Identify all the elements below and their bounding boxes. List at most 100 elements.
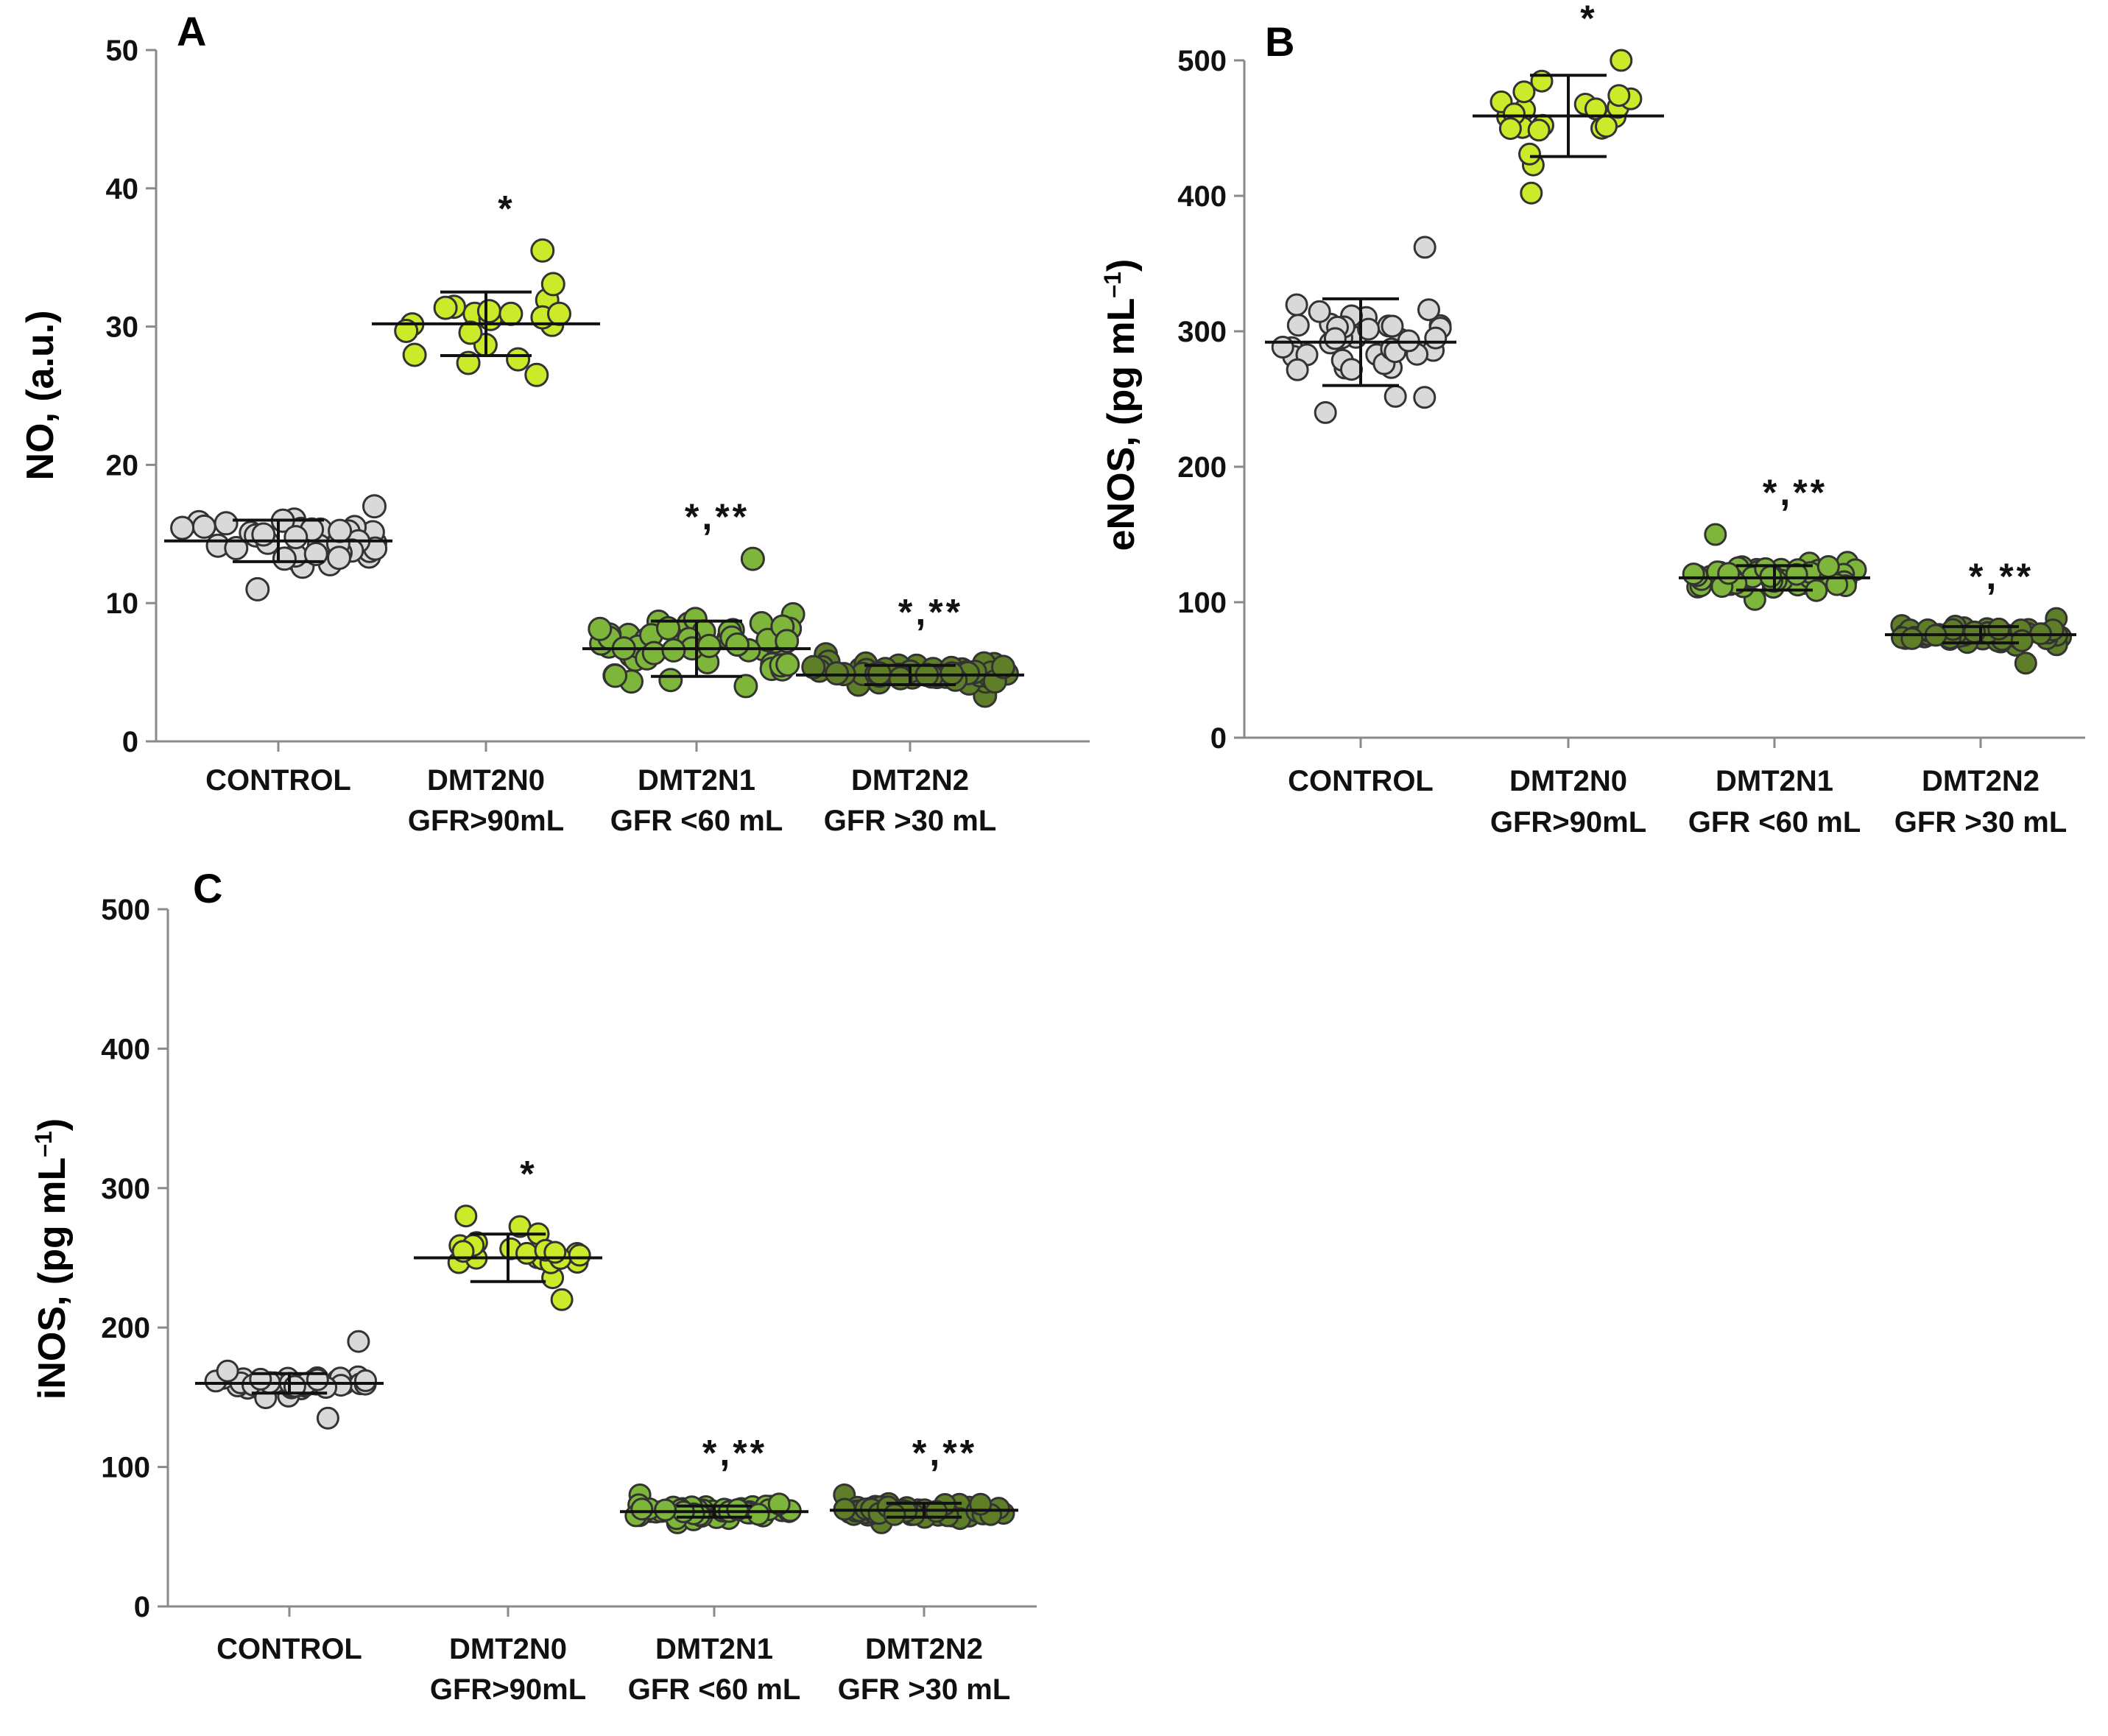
series-dmt2n1: *,** (620, 1432, 808, 1534)
data-point (1285, 293, 1308, 317)
x-category-label: CONTROL (1288, 765, 1434, 797)
data-point (543, 1241, 567, 1264)
data-point (1987, 617, 2011, 641)
data-point (347, 1330, 370, 1353)
data-point (1527, 119, 1551, 142)
x-category-label: DMT2N0 (1509, 765, 1627, 797)
y-tick-label: 100 (1177, 587, 1227, 619)
data-point (328, 518, 353, 543)
significance-label: * (520, 1154, 537, 1195)
x-category-label: DMT2N1 (655, 1633, 773, 1665)
y-tick-label: 500 (1177, 45, 1227, 77)
data-point (1825, 573, 1849, 596)
data-point (1595, 115, 1618, 138)
x-category-label: GFR <60 mL (628, 1673, 801, 1706)
significance-label: *,** (1763, 472, 1827, 513)
data-point (1381, 314, 1404, 338)
data-point (354, 1369, 377, 1392)
data-point (740, 546, 765, 571)
data-point (245, 576, 270, 601)
data-point (1323, 327, 1347, 350)
x-category-label: GFR >30 mL (1894, 806, 2068, 839)
series-control (1265, 236, 1456, 424)
data-point (1785, 562, 1808, 586)
series-dmt2n0: * (414, 1154, 602, 1311)
series-dmt2n1: *,** (582, 496, 811, 699)
data-point (394, 319, 419, 343)
data-point (272, 546, 297, 571)
x-category-label: GFR >30 mL (824, 805, 997, 837)
y-tick-label: 300 (1177, 316, 1227, 348)
y-axis-label: eNOS, (pg mL–1) (1099, 259, 1143, 551)
data-point (733, 674, 758, 699)
significance-label: * (498, 188, 515, 229)
x-category-label: GFR>90mL (1490, 806, 1646, 839)
series-dmt2n2: *,** (1885, 556, 2076, 675)
data-point (433, 295, 458, 320)
data-point (402, 342, 427, 367)
x-category-label: DMT2N2 (865, 1633, 983, 1665)
significance-label: *,** (685, 496, 750, 537)
significance-label: *,** (912, 1432, 977, 1473)
panel-a: 0 10 20 30 40 50 CONTROL DMT2N0 GFR>90mL DMT2N1 GF… (19, 8, 1090, 837)
data-point (316, 1406, 339, 1430)
y-tick-label: 100 (101, 1452, 150, 1484)
series-dmt2n1: *,** (1679, 472, 1870, 611)
data-point (327, 546, 351, 571)
data-point (1717, 562, 1741, 585)
data-point (767, 1492, 791, 1516)
x-category-label: GFR>90mL (408, 805, 564, 837)
data-point (726, 1497, 750, 1521)
data-point (1286, 314, 1310, 337)
data-point (1417, 298, 1440, 322)
data-point (498, 301, 524, 326)
x-category-label: GFR <60 mL (610, 805, 783, 837)
significance-label: *,** (898, 592, 963, 633)
x-category-label: CONTROL (205, 764, 351, 797)
data-point (1520, 181, 1543, 205)
data-point (1286, 358, 1309, 381)
data-point (1682, 562, 1705, 586)
data-point (747, 1503, 770, 1526)
data-point (775, 629, 800, 654)
data-point (524, 362, 549, 387)
data-point (1357, 317, 1381, 341)
data-point (991, 654, 1015, 680)
data-point (661, 638, 686, 663)
data-point (216, 1359, 239, 1383)
data-point (1816, 555, 1840, 578)
x-category-label: DMT2N0 (427, 764, 545, 797)
y-tick-label: 40 (106, 173, 139, 205)
significance-label: * (1580, 0, 1597, 39)
data-point (476, 299, 501, 324)
data-point (530, 238, 555, 263)
x-category-label: DMT2N1 (1716, 765, 1833, 797)
data-point (1900, 627, 1924, 650)
data-point (603, 663, 628, 688)
data-point (1607, 84, 1631, 107)
y-tick-label: 0 (134, 1591, 150, 1623)
panel-label: A (177, 8, 206, 54)
data-point (249, 1367, 272, 1391)
data-point (588, 616, 613, 641)
data-point (1314, 401, 1337, 424)
data-point (1413, 236, 1437, 259)
y-tick-label: 0 (1210, 722, 1227, 755)
data-point (1704, 523, 1727, 546)
panel-b: 0 100 200 300 400 500 CONTROL DMT2N0 GFR>90mL DMT… (1099, 0, 2085, 839)
data-point (630, 1497, 654, 1521)
y-axis-label: NO, (a.u.) (19, 310, 62, 480)
data-point (1498, 117, 1522, 141)
data-point (1518, 142, 1541, 166)
data-point (515, 1241, 538, 1265)
series-dmt2n2: *,** (796, 592, 1024, 708)
panel-label: B (1265, 18, 1294, 65)
series-control (195, 1330, 384, 1430)
data-point (654, 1498, 677, 1522)
data-point (303, 542, 328, 566)
significance-label: *,** (702, 1432, 767, 1473)
data-point (224, 536, 249, 560)
data-point (641, 641, 666, 666)
data-point (214, 511, 239, 536)
data-point (725, 632, 750, 657)
